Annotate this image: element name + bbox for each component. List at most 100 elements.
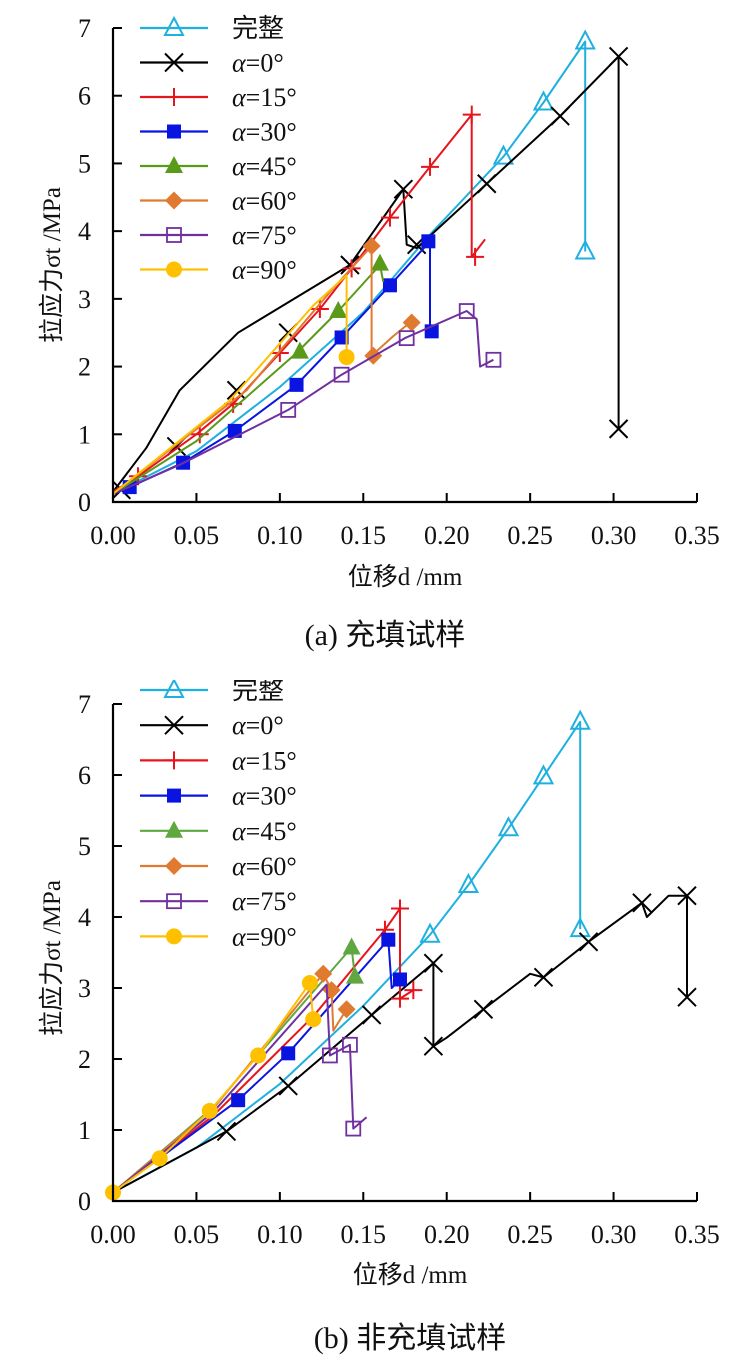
y-tick-label: 3 xyxy=(78,285,91,314)
legend-item: α=45° xyxy=(140,152,297,181)
x-tick-label: 0.00 xyxy=(90,1220,136,1249)
data-point xyxy=(226,380,247,400)
series-line xyxy=(112,274,348,495)
data-point xyxy=(314,964,333,983)
legend-item: 完整 xyxy=(140,680,284,705)
chart-b-unfilled-specimens: 0 1 2 3 4 5 6 7 0.00 0.05 0.10 0.15 0.20 0.25 0.30 0.35… xyxy=(38,680,720,1355)
legend-label: α=30° xyxy=(232,118,297,147)
series-1 xyxy=(112,885,697,1194)
data-point xyxy=(340,255,360,275)
legend-item: α=30° xyxy=(140,118,297,147)
data-point xyxy=(466,247,485,266)
data-point xyxy=(393,179,414,199)
data-point xyxy=(345,966,364,984)
x-tick-label: 0.35 xyxy=(674,1220,720,1249)
data-point xyxy=(419,922,441,943)
y-tick-label: 2 xyxy=(78,353,91,382)
x-tick-label: 0.15 xyxy=(341,1220,387,1249)
legend-item: α=0° xyxy=(140,711,284,740)
legend-item: α=75° xyxy=(140,887,297,916)
data-point xyxy=(281,1046,296,1061)
data-point xyxy=(289,377,304,392)
data-point xyxy=(532,764,555,785)
data-point xyxy=(402,313,421,332)
y-tick-label: 1 xyxy=(78,1116,91,1145)
x-tick-label: 0.05 xyxy=(174,1220,220,1249)
legend-label: α=75° xyxy=(232,887,297,916)
data-point xyxy=(338,349,355,366)
legend-marker xyxy=(165,751,183,770)
series-line xyxy=(112,982,315,1194)
data-point xyxy=(337,1000,356,1019)
data-point xyxy=(550,106,570,126)
data-point xyxy=(342,1036,358,1053)
x-tick-label: 0.25 xyxy=(507,1220,553,1249)
legend-marker xyxy=(165,156,183,173)
legend-marker xyxy=(163,15,185,36)
legend-label: α=0° xyxy=(232,711,284,740)
x-axis-title: 位移d /mm xyxy=(353,1261,468,1289)
legend-marker xyxy=(166,928,182,945)
x-tick-label: 0.25 xyxy=(507,521,553,550)
series-4 xyxy=(112,253,389,495)
data-point xyxy=(492,144,515,165)
data-point xyxy=(569,916,591,938)
legend-marker xyxy=(165,88,183,106)
x-tick-label: 0.20 xyxy=(424,1220,470,1249)
y-tick-label: 0 xyxy=(78,488,91,517)
series-2 xyxy=(112,105,486,493)
legend-item: α=75° xyxy=(140,221,297,250)
x-tick-label: 0.30 xyxy=(591,521,637,550)
data-point xyxy=(457,872,480,894)
series-0 xyxy=(112,709,591,1194)
legend-label: α=90° xyxy=(232,256,297,285)
legend: 完整 α=0° α=15° α=30° α=45° α=60° α=75° α=90° xyxy=(140,14,297,285)
data-point xyxy=(381,932,396,947)
series-1 xyxy=(111,46,629,500)
x-tick-label: 0.10 xyxy=(257,521,303,550)
data-point xyxy=(485,351,502,368)
data-point xyxy=(201,1102,218,1119)
legend-label: 完整 xyxy=(232,680,284,705)
y-tick-label: 6 xyxy=(78,761,91,790)
data-point xyxy=(380,208,399,227)
y-tick-label: 5 xyxy=(78,149,91,178)
legend-label: α=30° xyxy=(232,782,297,811)
legend-label: α=60° xyxy=(232,187,297,216)
data-point xyxy=(398,330,415,347)
legend-item: α=15° xyxy=(140,746,297,775)
data-point xyxy=(477,174,497,194)
data-point xyxy=(390,989,409,1008)
series-7 xyxy=(112,274,355,495)
x-tick-label: 0.00 xyxy=(90,521,136,550)
legend-label: α=0° xyxy=(232,49,284,78)
x-tick-label: 0.35 xyxy=(674,521,720,550)
y-tick-label: 1 xyxy=(78,420,91,449)
series-3 xyxy=(112,932,407,1194)
chart-caption: (a) 充填试样 xyxy=(305,619,466,652)
data-point xyxy=(231,1093,246,1108)
x-tick-label: 0.30 xyxy=(591,1220,637,1249)
data-point xyxy=(569,709,591,730)
y-tick-label: 2 xyxy=(78,1045,91,1074)
data-point xyxy=(532,90,555,111)
data-point xyxy=(362,237,381,256)
data-point xyxy=(322,1047,338,1064)
legend-marker xyxy=(166,893,182,910)
data-point xyxy=(392,972,407,987)
y-tick-label: 0 xyxy=(78,1187,91,1216)
data-point xyxy=(473,999,494,1020)
y-tick-label: 6 xyxy=(78,82,91,111)
legend-item: α=90° xyxy=(140,256,297,285)
x-tick-label: 0.05 xyxy=(174,521,220,550)
legend-label: α=60° xyxy=(232,852,297,881)
data-point xyxy=(578,932,599,952)
legend-item: α=0° xyxy=(140,49,284,78)
data-point xyxy=(361,1005,382,1025)
chart-caption: (b) 非充填试样 xyxy=(314,1322,506,1355)
legend-marker xyxy=(166,227,182,243)
data-point xyxy=(305,1011,322,1028)
data-point xyxy=(462,105,481,124)
y-tick-label: 5 xyxy=(78,832,91,861)
legend-marker xyxy=(167,124,181,139)
